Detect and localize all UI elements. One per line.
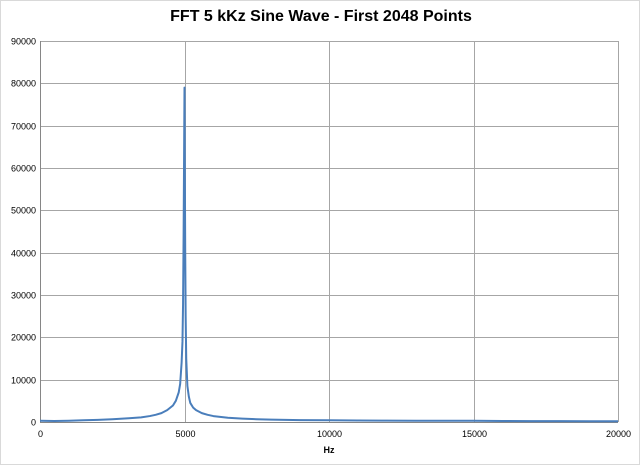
y-tick-label: 60000 xyxy=(11,164,36,174)
chart-title: FFT 5 kKz Sine Wave - First 2048 Points xyxy=(170,8,472,25)
y-tick-label: 90000 xyxy=(11,37,36,47)
x-tick-label: 5000 xyxy=(175,429,195,439)
x-tick-label: 0 xyxy=(38,429,43,439)
y-tick-label: 10000 xyxy=(11,376,36,386)
y-tick-label: 70000 xyxy=(11,122,36,132)
series-line xyxy=(39,86,619,423)
y-tick-label: 30000 xyxy=(11,291,36,301)
series-layer xyxy=(39,86,619,423)
y-tick-label: 80000 xyxy=(11,79,36,89)
y-tick-label: 50000 xyxy=(11,206,36,216)
axis-layer xyxy=(40,41,618,423)
y-tick-label: 0 xyxy=(31,418,36,428)
y-tick-label: 20000 xyxy=(11,333,36,343)
grid-layer xyxy=(40,41,619,422)
x-tick-label: 10000 xyxy=(317,429,342,439)
x-axis-title: Hz xyxy=(324,445,335,455)
x-tick-label: 20000 xyxy=(606,429,631,439)
label-layer: 0100002000030000400005000060000700008000… xyxy=(11,37,631,456)
y-tick-label: 40000 xyxy=(11,249,36,259)
x-tick-label: 15000 xyxy=(462,429,487,439)
